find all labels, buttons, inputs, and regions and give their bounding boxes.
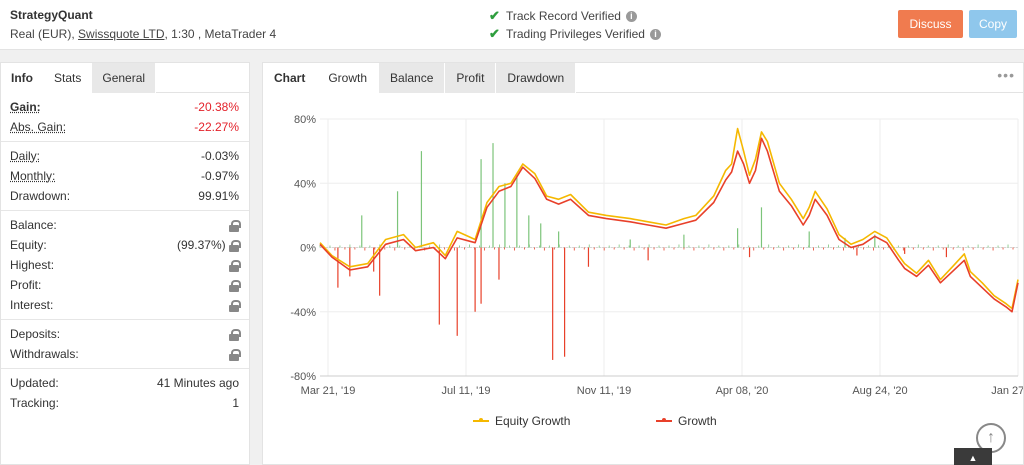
lock-icon [229,275,241,295]
tab-growth[interactable]: Growth [317,63,380,93]
trading-privileges-verified: ✔ Trading Privileges Verified i [489,26,661,42]
stat-label: Monthly: [10,169,56,183]
info-icon[interactable]: i [649,28,661,40]
stat-label: Withdrawals: [10,347,79,361]
lock-icon [229,255,241,275]
tab-chart[interactable]: Chart [263,63,318,93]
stat-value: 99.91% [198,189,239,203]
x-tick-label: Aug 24, '20 [852,385,907,397]
legend-label: Growth [678,414,717,428]
tab-drawdown[interactable]: Drawdown [496,63,577,93]
y-tick-label: -40% [290,307,316,319]
stat-row-interest: Interest: [1,295,249,315]
stat-label: Interest: [10,298,54,312]
stat-row-monthly: Monthly: -0.97% [1,166,249,186]
stat-row-deposits: Deposits: [1,324,249,344]
stat-value: (99.37%) [176,238,226,252]
x-tick-label: Jul 11, '19 [442,385,491,397]
stat-row-updated: Updated: 41 Minutes ago [1,373,249,393]
rate-group: Daily: -0.03% Monthly: -0.97% Drawdown: 99.… [1,142,249,211]
legend-swatch [473,418,489,422]
stat-row-profit: Profit: [1,275,249,295]
stat-label: Profit: [10,278,42,292]
track-record-verified: ✔ Track Record Verified i [489,8,637,24]
leverage: , 1:30 , [164,27,205,41]
tab-stats[interactable]: Stats [44,63,93,93]
y-tick-label: 0% [300,243,316,255]
lock-icon [229,344,241,364]
stat-row-withdrawals: Withdrawals: [1,344,249,364]
chevron-up-icon[interactable]: ▲ [954,448,992,465]
stat-row-tracking: Tracking: 1 [1,393,249,413]
stats-panel: Info Stats General Gain: -20.38% Abs. Gai… [0,62,250,465]
stat-label: Tracking: [10,396,59,410]
check-icon: ✔ [489,8,500,23]
meta-group: Updated: 41 Minutes ago Tracking: 1 [1,369,249,417]
discuss-button[interactable]: Discuss [898,10,963,38]
copy-button[interactable]: Copy [969,10,1017,38]
y-tick-label: -80% [290,371,316,383]
equity-growth-line [319,127,1019,310]
growth-line [319,137,1019,313]
lock-icon [229,239,241,252]
stat-label: Equity: [10,238,47,252]
lock-icon [229,324,241,344]
stat-value: -0.03% [200,149,239,163]
lock-icon [229,295,241,315]
system-name: StrategyQuant [10,8,93,22]
x-tick-label: Mar 21, '19 [301,385,356,397]
stat-label: Balance: [10,218,57,232]
x-tick-label: Nov 11, '19 [577,385,631,397]
verified-label: Trading Privileges Verified [506,27,645,41]
stat-label: Daily: [10,149,41,163]
deposits-group: Deposits: Withdrawals: [1,320,249,369]
stat-value: 1 [232,396,239,410]
stat-label: Highest: [10,258,55,272]
stat-row-equity: Equity: (99.37%) [1,235,249,255]
stat-row-abs-gain: Abs. Gain: -22.27% [1,117,249,137]
gain-group: Gain: -20.38% Abs. Gain: -22.27% [1,93,249,142]
broker-link[interactable]: Swissquote LTD [78,27,165,41]
legend-growth[interactable]: Growth [656,414,717,428]
chart-panel: Chart Growth Balance Profit Drawdown •••… [262,62,1024,465]
top-bar: StrategyQuant Real (EUR), Swissquote LTD… [0,0,1024,50]
x-tick-label: Apr 08, '20 [716,385,769,397]
stat-value: 41 Minutes ago [156,376,239,390]
y-tick-label: 40% [294,178,316,190]
tab-general[interactable]: General [92,63,157,93]
stat-row-highest: Highest: [1,255,249,275]
chart-tabs: Chart Growth Balance Profit Drawdown [263,63,1023,93]
tab-info[interactable]: Info [1,63,44,93]
growth-chart: 80% 40% 0% -40% -80% Mar 21, '19 Jul 11, '19 No… [290,114,1023,397]
more-options-icon[interactable]: ••• [997,67,1015,83]
legend-label: Equity Growth [495,414,571,428]
tab-balance[interactable]: Balance [379,63,446,93]
stat-label: Updated: [10,376,59,390]
lock-icon [229,215,241,235]
stat-value: -22.27% [194,120,239,134]
stats-tabs: Info Stats General [1,63,249,93]
stat-row-daily: Daily: -0.03% [1,146,249,166]
tab-profit[interactable]: Profit [445,63,497,93]
verified-label: Track Record Verified [506,9,621,23]
x-tick-label: Jan 27, '21 [991,385,1023,397]
stat-label: Deposits: [10,327,61,341]
info-icon[interactable]: i [625,10,637,22]
y-tick-label: 80% [294,114,316,126]
stat-value: -20.38% [194,100,239,114]
stat-label: Abs. Gain: [10,120,67,134]
legend-swatch [656,418,672,422]
system-meta: Real (EUR), Swissquote LTD, 1:30 , MetaT… [10,27,276,41]
check-icon: ✔ [489,26,500,41]
stat-row-gain: Gain: -20.38% [1,97,249,117]
stat-label: Drawdown: [10,189,71,203]
platform: MetaTrader 4 [204,27,277,41]
stat-row-drawdown: Drawdown: 99.91% [1,186,249,206]
balance-group: Balance: Equity: (99.37%) Highest: Profit… [1,211,249,320]
account-type: Real (EUR), [10,27,75,41]
stat-row-balance: Balance: [1,215,249,235]
stat-value: -0.97% [200,169,239,183]
legend-equity-growth[interactable]: Equity Growth [473,414,570,428]
stat-label: Gain: [10,100,41,114]
